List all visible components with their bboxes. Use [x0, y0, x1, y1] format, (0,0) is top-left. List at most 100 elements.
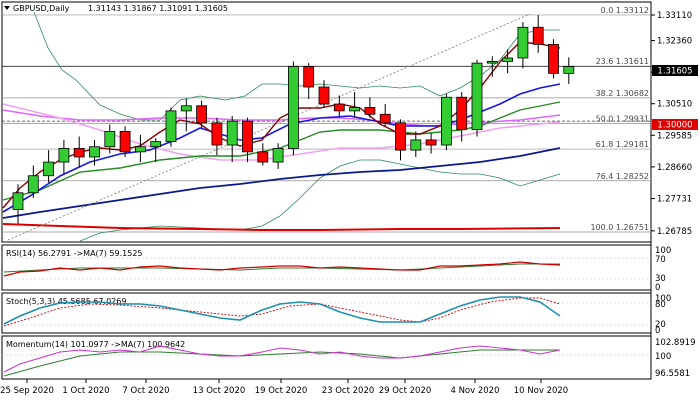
stoch-signal-line [3, 297, 561, 327]
symbol-timeframe: GBPUSD,Daily [13, 4, 70, 13]
ohlc-values: 1.31143 1.31867 1.31091 1.31605 [88, 4, 228, 13]
x-tick-label: 25 Sep 2020 [0, 386, 54, 396]
y-tick-label: 1.28660 [657, 163, 692, 173]
fib-level-label: 0.0 1.33112 [601, 6, 649, 15]
rsi-indicator: RSI(14) 56.2791 ->MA(7) 59.1525 100 70 3… [2, 246, 671, 293]
lower-band-line [79, 159, 561, 242]
fib-level-label: 61.8 1.29181 [596, 140, 649, 149]
y-tick-label: 1.26785 [657, 227, 692, 237]
candle-body [318, 86, 330, 105]
candle-body [242, 120, 253, 153]
price-tag: 1.31605 [652, 65, 698, 77]
candle-body [364, 107, 376, 115]
trendline [7, 13, 531, 241]
x-tick-label: 4 Nov 2020 [450, 386, 499, 396]
candle-body [287, 66, 299, 149]
x-tick-label: 10 Nov 2020 [514, 386, 568, 396]
momentum-line [3, 345, 561, 373]
candle-body [12, 192, 24, 210]
rsi-line [3, 261, 561, 277]
candle-body [150, 141, 162, 148]
level-tag-text: 1.30000 [657, 121, 692, 131]
candle-body [272, 148, 284, 163]
candle-body [517, 26, 529, 59]
svg-text:102.8919: 102.8919 [655, 338, 696, 348]
navy-ma-line [2, 147, 561, 219]
candle-body [73, 148, 85, 158]
fib-level-label: 50.0 1.29931 [596, 114, 649, 123]
candle-body [257, 151, 269, 163]
y-tick-label: 1.32360 [657, 37, 692, 47]
level-tag: 1.30000 [652, 119, 698, 131]
blue-ma-line [2, 83, 561, 213]
candle-body [456, 96, 468, 131]
svg-text:20: 20 [655, 320, 666, 330]
x-tick-label: 13 Oct 2020 [193, 386, 246, 396]
red-ma-line [2, 223, 561, 231]
candle-body [425, 139, 437, 146]
candle-body [134, 146, 146, 153]
candle-body [333, 103, 345, 112]
candle-body [89, 146, 100, 158]
candle-body [532, 26, 544, 45]
chart-header: GBPUSD,Daily 1.31143 1.31867 1.31091 1.3… [4, 4, 228, 13]
candle-body [548, 43, 559, 74]
candle-body [486, 61, 498, 64]
rsi-ma-line [3, 263, 560, 273]
svg-text:100: 100 [655, 352, 671, 362]
x-tick-label: 1 Oct 2020 [62, 386, 109, 396]
candle-body [43, 161, 54, 177]
candle-body [502, 57, 514, 62]
candle-body [379, 113, 391, 124]
x-tick-label: 29 Oct 2020 [379, 386, 432, 396]
y-tick-label: 1.29585 [657, 131, 692, 141]
y-tick-label: 1.33110 [657, 11, 692, 21]
svg-text:100: 100 [655, 246, 671, 256]
fib-level-label: 76.4 1.28252 [596, 172, 649, 181]
fibonacci-levels: 0.0 1.33112 23.6 1.31611 38.2 1.30682 50.0 … [2, 6, 651, 233]
fib-level-label: 100.0 1.26751 [590, 223, 649, 232]
candle-body [440, 96, 452, 146]
candle-body [27, 175, 39, 194]
svg-text:0: 0 [655, 326, 660, 336]
green-ma-line [2, 101, 561, 201]
candle-body [104, 130, 116, 148]
svg-text:0: 0 [655, 283, 660, 293]
svg-text:96.5581: 96.5581 [655, 369, 690, 379]
stoch-indicator: Stoch(5,3,3) 45.5685 67.0269 100 80 20 0 [2, 294, 671, 336]
candle-body [165, 110, 177, 143]
momentum-indicator: Momentum(14) 101.0977 ->MA(7) 100.9642 1… [2, 338, 696, 379]
candle-body [563, 66, 575, 74]
svg-text:80: 80 [655, 300, 666, 310]
candle-body [196, 105, 208, 124]
candle-body [471, 62, 483, 131]
candle-body [410, 139, 422, 151]
candle-body [180, 105, 192, 112]
candle-body [119, 130, 131, 153]
x-tick-label: 7 Oct 2020 [122, 386, 169, 396]
fib-level-label: 23.6 1.31611 [596, 57, 649, 66]
x-tick-label: 23 Oct 2020 [322, 386, 375, 396]
candles [12, 15, 575, 224]
candle-body [349, 107, 361, 112]
x-tick-label: 19 Oct 2020 [255, 386, 308, 396]
pink-ma-line [2, 109, 561, 127]
time-axis: 25 Sep 2020 1 Oct 2020 7 Oct 2020 13 Oct 20… [0, 379, 568, 396]
svg-text:70: 70 [655, 255, 666, 265]
svg-text:100: 100 [655, 294, 671, 304]
stoch-main-line [3, 296, 561, 325]
candle-body [226, 120, 238, 146]
candle-body [303, 66, 315, 88]
stoch-label: Stoch(5,3,3) 45.5685 67.0269 [6, 297, 126, 306]
svg-text:30: 30 [655, 274, 666, 284]
candle-body [211, 122, 223, 146]
momentum-ma-line [3, 349, 560, 377]
price-tag-text: 1.31605 [657, 67, 692, 77]
candle-body [395, 122, 406, 151]
candle-body [58, 148, 70, 163]
momentum-label: Momentum(14) 101.0977 ->MA(7) 100.9642 [6, 340, 185, 349]
rsi-label: RSI(14) 56.2791 ->MA(7) 59.1525 [6, 249, 143, 258]
fib-level-label: 38.2 1.30682 [596, 89, 649, 98]
y-tick-label: 1.30510 [657, 100, 692, 110]
